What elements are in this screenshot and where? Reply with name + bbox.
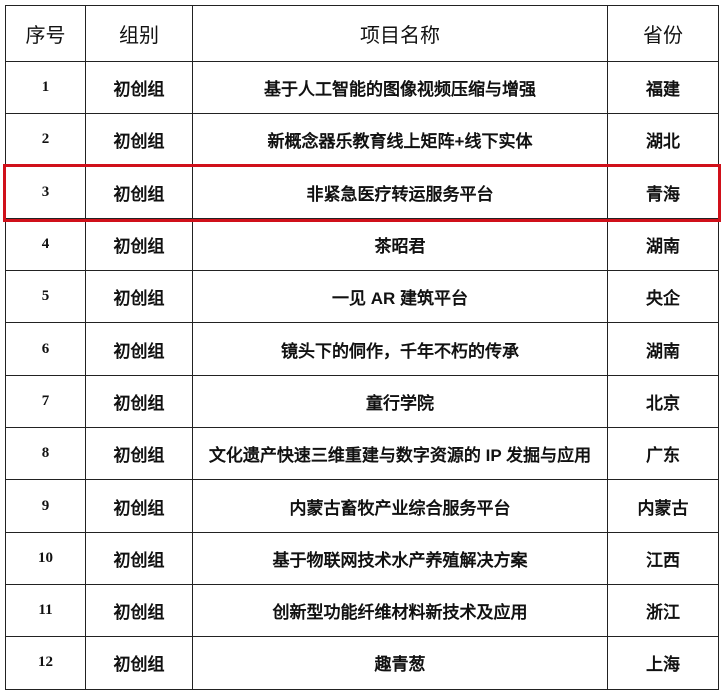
table-row: 8 初创组 文化遗产快速三维重建与数字资源的 IP 发掘与应用 广东 xyxy=(5,427,719,481)
table-row: 5 初创组 一见 AR 建筑平台 央企 xyxy=(5,270,719,324)
header-project-name: 项目名称 xyxy=(192,5,608,62)
cell-province: 江西 xyxy=(607,531,719,585)
cell-project-name: 茶昭君 xyxy=(192,217,608,272)
cell-province: 福建 xyxy=(607,60,719,115)
cell-number: 7 xyxy=(5,374,86,429)
cell-number: 10 xyxy=(5,531,86,585)
cell-province: 湖南 xyxy=(607,217,719,272)
header-group: 组别 xyxy=(85,5,193,62)
cell-group: 初创组 xyxy=(85,636,193,690)
cell-group: 初创组 xyxy=(85,113,193,167)
cell-province: 湖南 xyxy=(607,322,719,376)
cell-project-name: 基于物联网技术水产养殖解决方案 xyxy=(192,531,608,585)
cell-group: 初创组 xyxy=(85,322,193,376)
table-row: 2 初创组 新概念器乐教育线上矩阵+线下实体 湖北 xyxy=(5,113,719,167)
cell-number: 2 xyxy=(5,113,86,167)
table-row: 9 初创组 内蒙古畜牧产业综合服务平台 内蒙古 xyxy=(5,479,719,533)
cell-number: 9 xyxy=(5,479,86,533)
cell-group: 初创组 xyxy=(85,479,193,533)
table-row: 3 初创组 非紧急医疗转运服务平台 青海 xyxy=(5,165,719,219)
header-row: 序号 组别 项目名称 省份 xyxy=(5,5,719,62)
cell-number: 4 xyxy=(5,217,86,272)
cell-number: 11 xyxy=(5,583,86,638)
cell-group: 初创组 xyxy=(85,165,193,219)
cell-province: 湖北 xyxy=(607,113,719,167)
cell-project-name: 镜头下的侗作，千年不朽的传承 xyxy=(192,322,608,376)
cell-number: 8 xyxy=(5,427,86,481)
cell-project-name: 趣青葱 xyxy=(192,636,608,690)
table-row: 6 初创组 镜头下的侗作，千年不朽的传承 湖南 xyxy=(5,322,719,376)
cell-province: 央企 xyxy=(607,270,719,324)
cell-group: 初创组 xyxy=(85,583,193,638)
cell-number: 12 xyxy=(5,636,86,690)
projects-table: 序号 组别 项目名称 省份 1 初创组 基于人工智能的图像视频压缩与增强 福建 2 初创组… xyxy=(5,5,719,690)
cell-number: 3 xyxy=(5,165,86,219)
cell-project-name: 基于人工智能的图像视频压缩与增强 xyxy=(192,60,608,115)
cell-project-name: 非紧急医疗转运服务平台 xyxy=(192,165,608,219)
cell-number: 6 xyxy=(5,322,86,376)
cell-project-name: 内蒙古畜牧产业综合服务平台 xyxy=(192,479,608,533)
cell-group: 初创组 xyxy=(85,270,193,324)
cell-project-name: 文化遗产快速三维重建与数字资源的 IP 发掘与应用 xyxy=(192,427,608,481)
cell-province: 内蒙古 xyxy=(607,479,719,533)
cell-project-name: 童行学院 xyxy=(192,374,608,429)
cell-number: 1 xyxy=(5,60,86,115)
cell-group: 初创组 xyxy=(85,60,193,115)
cell-project-name: 一见 AR 建筑平台 xyxy=(192,270,608,324)
cell-group: 初创组 xyxy=(85,427,193,481)
table-row: 10 初创组 基于物联网技术水产养殖解决方案 江西 xyxy=(5,531,719,585)
cell-province: 北京 xyxy=(607,374,719,429)
cell-number: 5 xyxy=(5,270,86,324)
cell-project-name: 创新型功能纤维材料新技术及应用 xyxy=(192,583,608,638)
cell-province: 浙江 xyxy=(607,583,719,638)
cell-province: 广东 xyxy=(607,427,719,481)
cell-group: 初创组 xyxy=(85,374,193,429)
table-row: 12 初创组 趣青葱 上海 xyxy=(5,636,719,690)
cell-group: 初创组 xyxy=(85,531,193,585)
table-row: 11 初创组 创新型功能纤维材料新技术及应用 浙江 xyxy=(5,583,719,638)
table-row: 4 初创组 茶昭君 湖南 xyxy=(5,217,719,272)
header-number: 序号 xyxy=(5,5,86,62)
table-row: 7 初创组 童行学院 北京 xyxy=(5,374,719,429)
header-province: 省份 xyxy=(607,5,719,62)
cell-province: 青海 xyxy=(607,165,719,219)
table-row: 1 初创组 基于人工智能的图像视频压缩与增强 福建 xyxy=(5,60,719,115)
cell-project-name: 新概念器乐教育线上矩阵+线下实体 xyxy=(192,113,608,167)
cell-province: 上海 xyxy=(607,636,719,690)
cell-group: 初创组 xyxy=(85,217,193,272)
